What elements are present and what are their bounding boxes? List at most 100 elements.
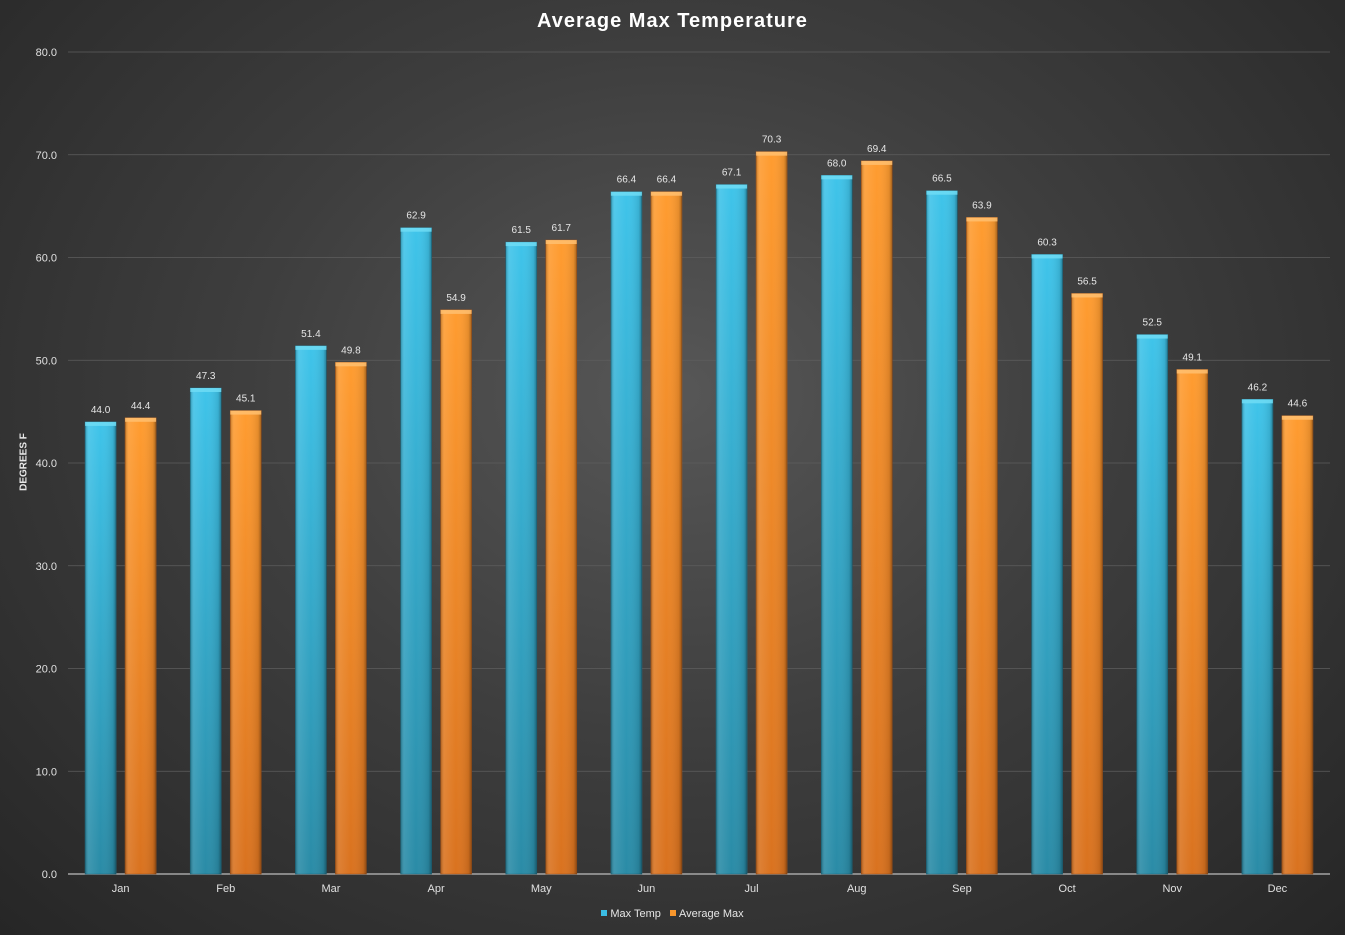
bar-top-cap	[400, 227, 432, 232]
bar-top-cap	[545, 240, 577, 245]
data-label: 61.7	[552, 223, 572, 234]
bar-top-cap	[125, 417, 157, 422]
y-tick-label: 10.0	[36, 766, 57, 778]
bar-shading	[295, 345, 327, 874]
y-tick-labels: 0.0 10.0 20.0 30.0 40.0 50.0 60.0 70.0 80.0	[36, 47, 57, 881]
bar-top-cap	[85, 421, 117, 426]
bar-shading	[505, 242, 537, 874]
bar-top-cap	[1176, 369, 1208, 374]
data-label: 56.5	[1077, 276, 1097, 287]
data-label: 52.5	[1143, 318, 1163, 329]
y-tick-label: 60.0	[36, 253, 57, 265]
bar-top-cap	[926, 190, 958, 195]
data-label: 66.4	[617, 175, 637, 186]
x-tick-label: Apr	[428, 883, 445, 895]
bar-shading	[610, 191, 642, 875]
y-tick-label: 0.0	[42, 869, 57, 881]
bar-top-cap	[1031, 254, 1063, 259]
x-tick-labels: Jan Feb Mar Apr May Jun Jul Aug Sep Oct Nov Dec	[112, 883, 1288, 895]
gridlines	[68, 51, 1330, 875]
bar-top-cap	[440, 309, 472, 314]
y-tick-label: 70.0	[36, 150, 57, 162]
bars	[84, 151, 1314, 875]
x-tick-label: Jun	[638, 883, 656, 895]
bar-shading	[85, 421, 117, 874]
bar-shading	[1031, 254, 1063, 875]
bar-top-cap	[966, 217, 998, 222]
x-tick-label: Jul	[745, 883, 759, 895]
bar-shading	[966, 217, 998, 875]
bar-top-cap	[716, 184, 748, 189]
bar-shading	[190, 387, 222, 874]
data-label: 66.4	[657, 175, 677, 186]
y-tick-label: 50.0	[36, 355, 57, 367]
data-labels: 44.0 44.4 47.3 45.1 51.4 49.8 62.9 54.9 61.5 61.7…	[91, 135, 1308, 416]
bar-top-cap	[1281, 415, 1313, 420]
bar-shading	[1071, 293, 1103, 874]
legend-swatch-average-max	[670, 910, 676, 917]
bar-top-cap	[821, 175, 853, 180]
bar-shading	[125, 417, 157, 874]
bar-shading	[335, 362, 367, 874]
legend-label-max-temp: Max Temp	[610, 908, 661, 920]
bar-top-cap	[190, 387, 222, 392]
x-tick-label: Sep	[952, 883, 972, 895]
y-tick-label: 80.0	[36, 47, 57, 59]
bar-top-cap	[295, 345, 327, 350]
data-label: 60.3	[1037, 237, 1057, 248]
bar-shading	[821, 175, 853, 875]
data-label: 54.9	[446, 293, 466, 304]
data-label: 68.0	[827, 158, 847, 169]
bar-top-cap	[1241, 399, 1273, 404]
bar-shading	[650, 191, 682, 875]
bar-shading	[926, 190, 958, 874]
legend-swatch-max-temp	[601, 910, 608, 917]
bar-shading	[230, 410, 262, 874]
chart-title: Average Max Temperature	[537, 10, 808, 32]
bar-shading	[440, 309, 472, 875]
data-label: 44.4	[131, 401, 151, 412]
bar-shading	[1281, 415, 1313, 874]
data-label: 61.5	[512, 225, 532, 236]
y-tick-label: 20.0	[36, 664, 57, 676]
legend: Max Temp Average Max	[0, 908, 1345, 920]
data-label: 45.1	[236, 394, 256, 405]
data-label: 47.3	[196, 371, 216, 382]
x-tick-label: Aug	[847, 883, 867, 895]
bar-top-cap	[1136, 334, 1168, 339]
legend-label-average-max: Average Max	[679, 908, 744, 920]
bar-shading	[400, 227, 432, 874]
x-tick-label: Mar	[321, 883, 340, 895]
bar-top-cap	[1071, 293, 1103, 298]
data-label: 44.0	[91, 405, 111, 416]
bar-top-cap	[756, 151, 788, 156]
bar-top-cap	[335, 362, 367, 367]
data-label: 49.8	[341, 345, 361, 356]
bar-top-cap	[610, 191, 642, 196]
data-label: 67.1	[722, 168, 742, 179]
legend-item-average-max: Average Max	[670, 908, 744, 920]
bar-shading	[1241, 399, 1273, 874]
x-tick-label: Nov	[1162, 883, 1182, 895]
bar-top-cap	[650, 191, 682, 196]
x-tick-label: May	[531, 883, 552, 895]
data-label: 44.6	[1288, 399, 1308, 410]
data-label: 69.4	[867, 144, 887, 155]
bar-shading	[1176, 369, 1208, 874]
bar-top-cap	[505, 242, 537, 247]
data-label: 46.2	[1248, 382, 1268, 393]
bar-shading	[1136, 334, 1168, 874]
y-tick-label: 40.0	[36, 458, 57, 470]
bar-shading	[545, 240, 577, 875]
bar-top-cap	[230, 410, 262, 415]
data-label: 63.9	[972, 200, 992, 211]
bar-top-cap	[861, 160, 893, 165]
data-label: 70.3	[762, 135, 782, 146]
legend-item-max-temp: Max Temp	[601, 908, 661, 920]
bar-shading	[861, 160, 893, 875]
x-tick-label: Jan	[112, 883, 130, 895]
data-label: 66.5	[932, 174, 952, 185]
x-tick-label: Dec	[1268, 883, 1288, 895]
data-label: 51.4	[301, 329, 321, 340]
